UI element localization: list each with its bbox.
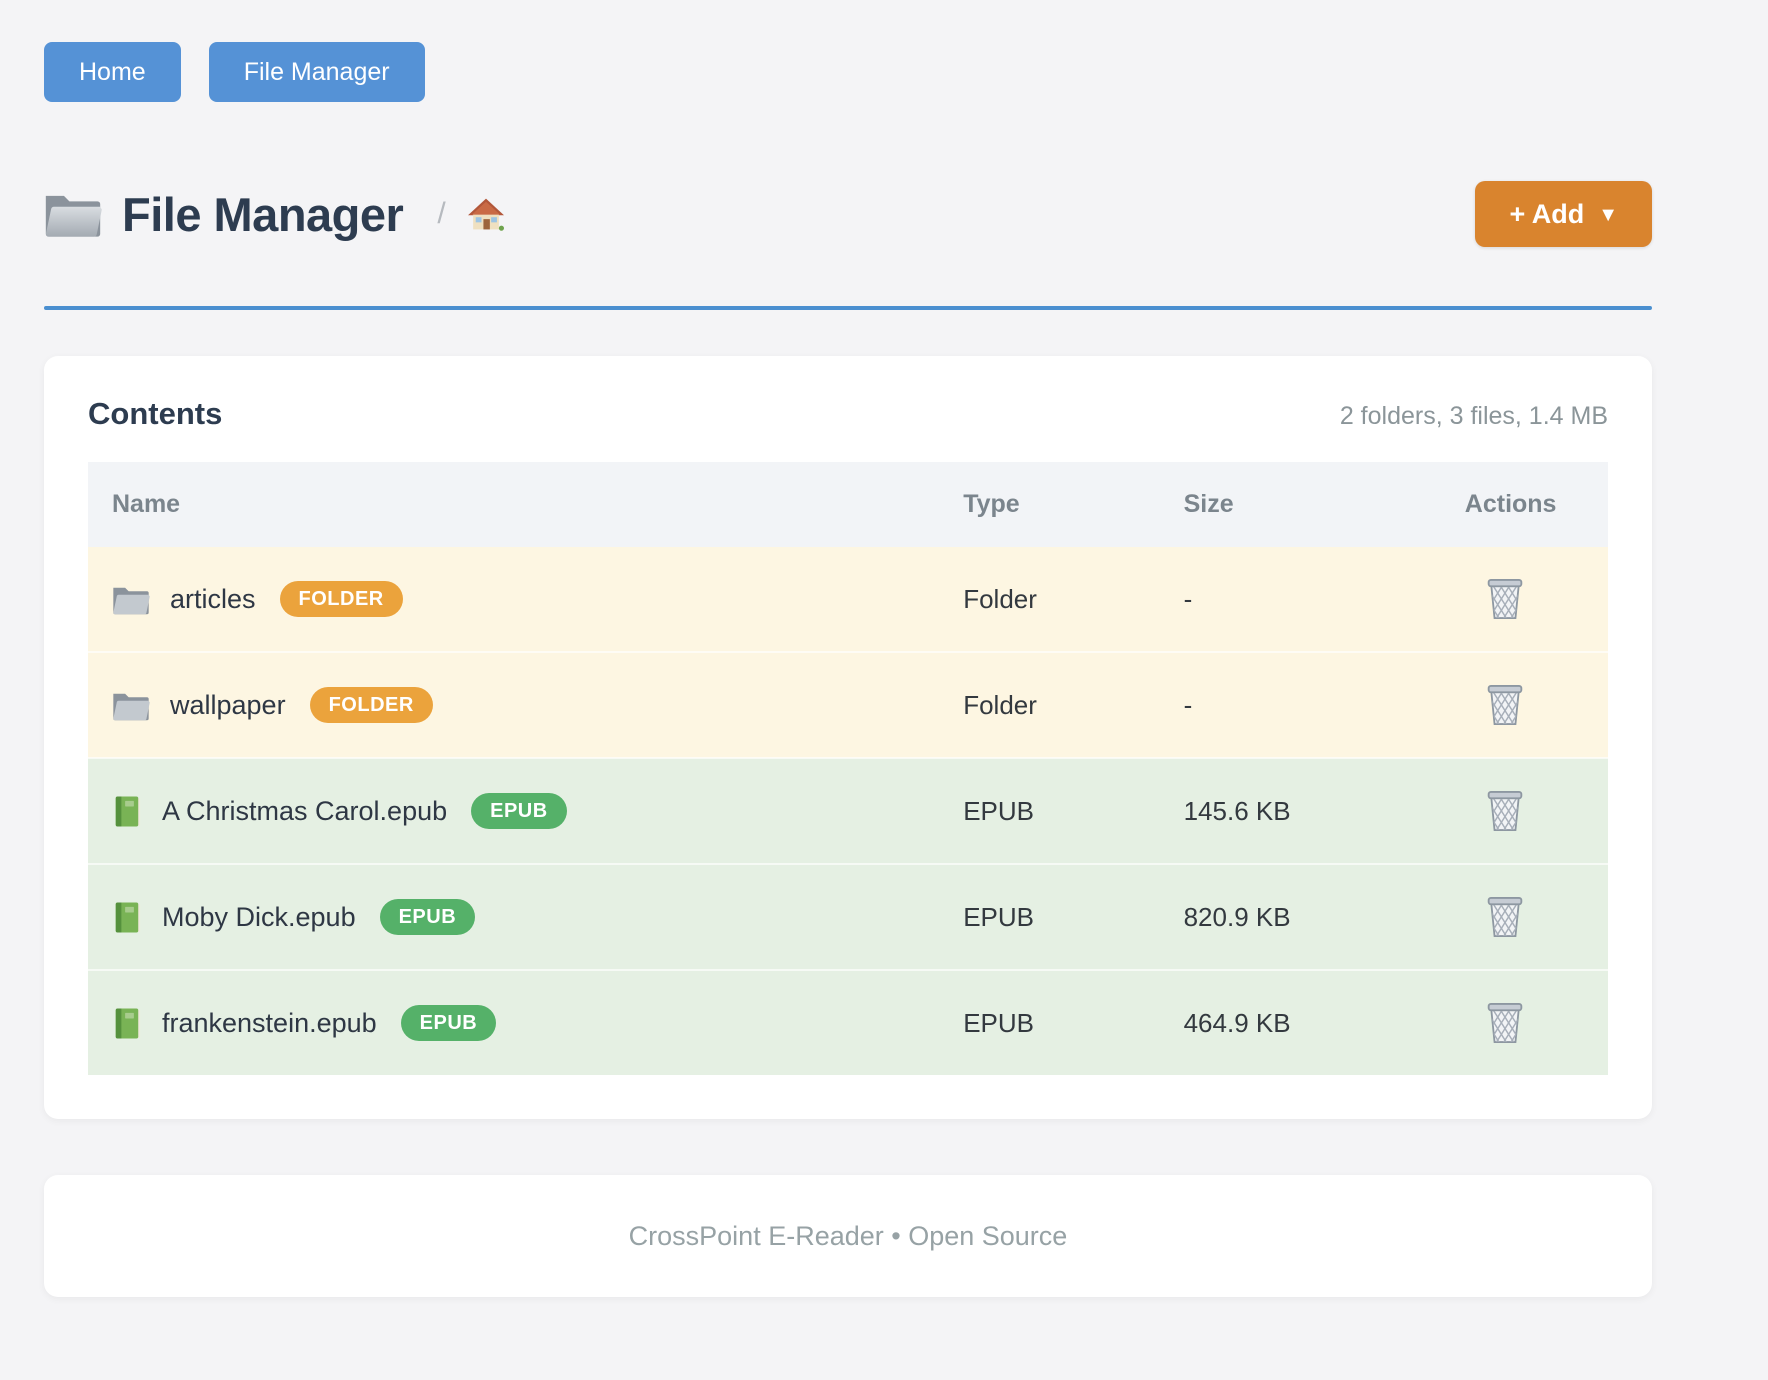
table-row: Moby Dick.epub EPUB EPUB 820.9 KB	[88, 863, 1608, 970]
wastebasket-icon	[1485, 577, 1525, 621]
folder-icon	[112, 689, 150, 722]
file-table-body: articles FOLDER Folder -	[88, 547, 1608, 1075]
footer: CrossPoint E-Reader • Open Source	[44, 1175, 1652, 1297]
folder-icon	[44, 188, 102, 240]
card-header: Contents 2 folders, 3 files, 1.4 MB	[88, 396, 1608, 432]
file-table: Name Type Size Actions	[88, 462, 1608, 1075]
contents-card: Contents 2 folders, 3 files, 1.4 MB Name…	[44, 356, 1652, 1119]
page-header: File Manager / + Add ▼	[44, 166, 1652, 262]
green-book-icon	[112, 1006, 142, 1041]
file-type: Folder	[939, 651, 1160, 758]
title-group: File Manager /	[44, 187, 504, 242]
chevron-down-icon: ▼	[1598, 203, 1618, 226]
header-divider	[44, 306, 1652, 310]
green-book-icon	[112, 794, 142, 829]
file-type: EPUB	[939, 969, 1160, 1075]
file-size: -	[1159, 547, 1441, 652]
file-name-link[interactable]: A Christmas Carol.epub	[162, 795, 448, 826]
file-type-badge: EPUB	[471, 793, 567, 829]
table-row: A Christmas Carol.epub EPUB EPUB 145.6 K…	[88, 757, 1608, 864]
column-header-name: Name	[88, 462, 940, 547]
delete-button[interactable]	[1485, 577, 1525, 621]
delete-button[interactable]	[1485, 683, 1525, 727]
file-type-badge: EPUB	[400, 1005, 497, 1041]
wastebasket-icon	[1485, 895, 1525, 939]
file-type-badge: FOLDER	[309, 687, 433, 723]
file-type-badge: EPUB	[379, 899, 476, 935]
add-button[interactable]: + Add ▼	[1475, 181, 1652, 247]
column-header-size: Size	[1159, 462, 1441, 547]
table-row: articles FOLDER Folder -	[88, 547, 1608, 652]
footer-text: CrossPoint E-Reader • Open Source	[628, 1220, 1068, 1251]
table-row: wallpaper FOLDER Folder -	[88, 651, 1608, 758]
contents-summary: 2 folders, 3 files, 1.4 MB	[1339, 402, 1608, 430]
breadcrumb-separator: /	[437, 197, 446, 230]
column-header-type: Type	[939, 462, 1160, 547]
table-header-row: Name Type Size Actions	[88, 462, 1608, 547]
wastebasket-icon	[1485, 1001, 1525, 1045]
delete-button[interactable]	[1485, 1001, 1525, 1045]
page: Home File Manager File Manager /	[44, 0, 1652, 1297]
breadcrumb-home-icon[interactable]	[467, 197, 504, 231]
nav-file-manager-button[interactable]: File Manager	[208, 42, 425, 102]
top-nav: Home File Manager	[44, 0, 1652, 102]
file-name-link[interactable]: articles	[170, 583, 256, 614]
file-name-link[interactable]: frankenstein.epub	[162, 1007, 377, 1038]
file-type: EPUB	[939, 757, 1160, 864]
wastebasket-icon	[1485, 789, 1525, 833]
delete-button[interactable]	[1485, 895, 1525, 939]
add-button-label: + Add	[1509, 198, 1585, 229]
file-size: -	[1159, 651, 1441, 758]
file-name-link[interactable]: wallpaper	[170, 689, 286, 720]
column-header-actions: Actions	[1440, 462, 1608, 547]
nav-home-button[interactable]: Home	[44, 42, 181, 102]
wastebasket-icon	[1485, 683, 1525, 727]
table-row: frankenstein.epub EPUB EPUB 464.9 KB	[88, 969, 1608, 1075]
page-title: File Manager	[122, 187, 404, 241]
file-type: EPUB	[939, 863, 1160, 970]
file-size: 464.9 KB	[1159, 969, 1441, 1075]
file-type-badge: FOLDER	[279, 581, 403, 617]
folder-icon	[112, 583, 150, 616]
file-type: Folder	[939, 547, 1160, 652]
file-size: 145.6 KB	[1159, 757, 1441, 864]
contents-title: Contents	[88, 396, 223, 431]
green-book-icon	[112, 900, 142, 935]
delete-button[interactable]	[1485, 789, 1525, 833]
file-size: 820.9 KB	[1159, 863, 1441, 970]
file-name-link[interactable]: Moby Dick.epub	[162, 901, 356, 932]
